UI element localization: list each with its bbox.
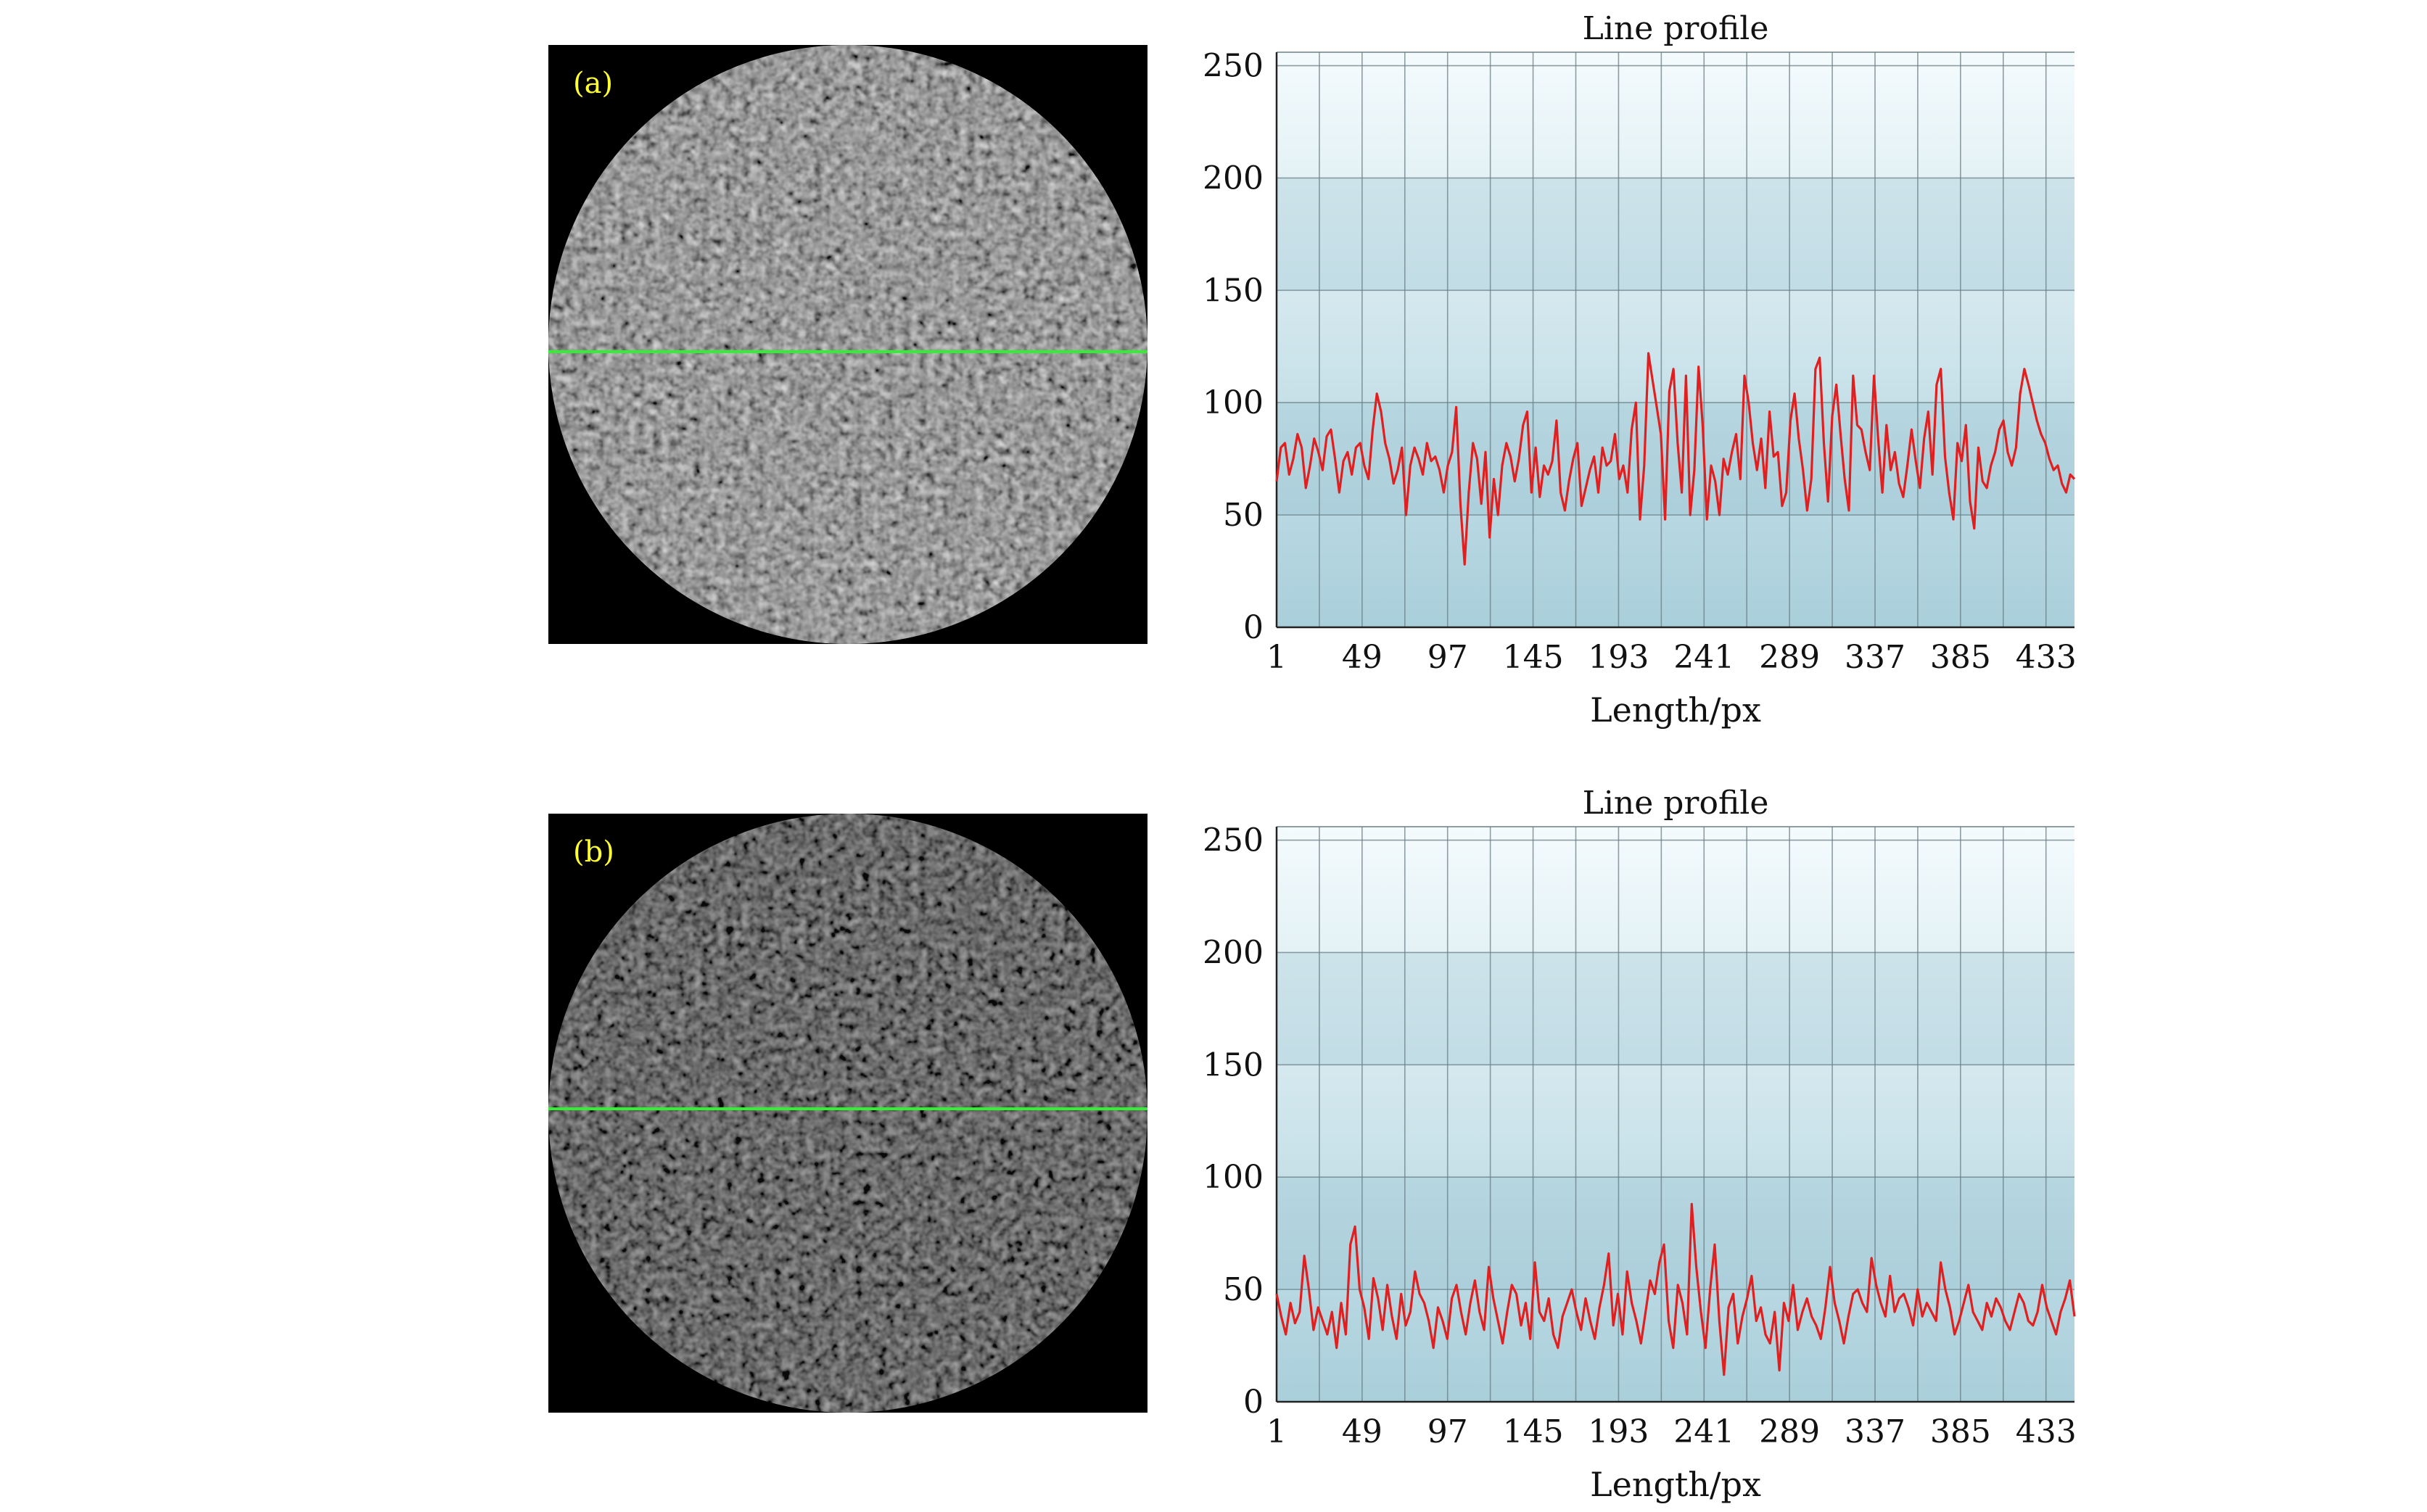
x-tick-label: 241	[1673, 1413, 1734, 1450]
panel-label-b: (b)	[573, 835, 614, 869]
x-tick-label: 385	[1930, 639, 1991, 676]
x-tick-label: 385	[1930, 1413, 1991, 1450]
x-tick-label: 337	[1845, 639, 1905, 676]
x-tick-label: 193	[1588, 639, 1649, 676]
line-profile-svg-a: 0 50 100 150 200 250 1 49 97 145 193 241 289 337 385 43…	[1203, 10, 2077, 730]
y-tick-label: 100	[1203, 384, 1264, 421]
y-tick-label: 0	[1243, 1384, 1264, 1421]
y-tick-label: 200	[1203, 934, 1264, 971]
y-tick-label: 0	[1243, 609, 1264, 646]
x-tick-label: 145	[1503, 639, 1564, 676]
x-tick-label: 1	[1266, 1413, 1287, 1450]
x-tick-label: 145	[1503, 1413, 1564, 1450]
plot-band	[1277, 952, 2074, 1065]
x-tick-label: 49	[1342, 639, 1383, 676]
x-tick-label: 433	[2016, 1413, 2077, 1450]
chart-title: Line profile	[1583, 10, 1769, 47]
line-profile-chart-b: 0 50 100 150 200 250 1 49 97 145 193 241 289 337 385 43…	[1161, 774, 2133, 1512]
x-tick-label: 289	[1759, 639, 1820, 676]
x-tick-label: 97	[1427, 639, 1468, 676]
ct-slice-image-a: (a)	[548, 45, 1147, 644]
y-tick-label: 50	[1223, 1271, 1264, 1308]
ct-slice-svg-a: (a)	[548, 45, 1147, 644]
x-tick-label: 337	[1845, 1413, 1905, 1450]
profile-series-line	[1275, 352, 2076, 566]
line-profile-chart-a: 0 50 100 150 200 250 1 49 97 145 193 241 289 337 385 43…	[1161, 0, 2133, 747]
profile-series-line	[1275, 1202, 2076, 1376]
plot-background	[1277, 52, 2074, 627]
ct-slice-image-b: (b)	[548, 814, 1147, 1413]
x-tick-label: 289	[1759, 1413, 1820, 1450]
chart-title: Line profile	[1583, 785, 1769, 822]
y-tick-label: 100	[1203, 1159, 1264, 1196]
panel-label-a: (a)	[573, 67, 613, 100]
x-axis-label: Length/px	[1590, 1465, 1761, 1504]
y-tick-label: 250	[1203, 822, 1264, 859]
y-tick-label: 150	[1203, 1046, 1264, 1083]
x-tick-label: 49	[1342, 1413, 1383, 1450]
x-tick-label: 241	[1673, 639, 1734, 676]
y-tick-label: 150	[1203, 272, 1264, 309]
y-tick-label: 250	[1203, 48, 1264, 85]
y-tick-label: 50	[1223, 497, 1264, 534]
plot-band	[1277, 1177, 2074, 1290]
y-tick-label: 200	[1203, 160, 1264, 197]
x-axis-label: Length/px	[1590, 690, 1761, 730]
x-tick-label: 1	[1266, 639, 1287, 676]
x-tick-label: 97	[1427, 1413, 1468, 1450]
line-profile-svg-b: 0 50 100 150 200 250 1 49 97 145 193 241 289 337 385 43…	[1203, 785, 2077, 1504]
x-tick-label: 193	[1588, 1413, 1649, 1450]
ct-slice-svg-b: (b)	[548, 814, 1147, 1413]
plot-band	[1277, 178, 2074, 291]
x-tick-label: 433	[2016, 639, 2077, 676]
